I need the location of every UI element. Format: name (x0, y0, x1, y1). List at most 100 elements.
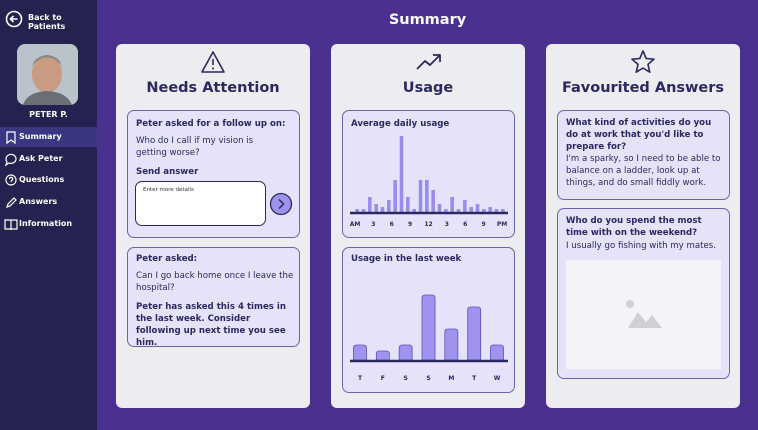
back-link[interactable]: Back to Patients (28, 13, 66, 31)
patient-photo (17, 44, 78, 105)
usage-bar (456, 209, 461, 212)
usage-bar (437, 204, 442, 212)
card-title: Needs Attention (146, 80, 280, 96)
x-tick-label: 9 (482, 221, 486, 228)
card-title: Usage (402, 80, 454, 96)
nav-item[interactable]: Answers (19, 197, 58, 207)
usage-bar (380, 207, 385, 212)
patient-name: PETER P. (29, 110, 68, 119)
send-button[interactable] (269, 192, 293, 216)
usage-bar (353, 344, 367, 361)
sidebar: Back to Patients PETER P. Summary Ask Pet… (0, 0, 97, 430)
answer-input[interactable]: Enter more details (135, 181, 266, 226)
usage-bar (444, 328, 459, 361)
send-label: Send answer (136, 167, 199, 177)
box-heading: Usage in the last week (351, 254, 462, 264)
x-tick-label: 3 (371, 221, 375, 228)
question: Can I go back home once I leave the hosp… (136, 271, 294, 293)
x-tick-label: S (404, 375, 408, 382)
x-tick-label: 3 (445, 221, 449, 228)
x-tick-label: M (448, 375, 454, 382)
icon-shape (6, 131, 16, 145)
usage-bar (387, 200, 391, 212)
usage-bar (361, 209, 366, 212)
x-tick-label: S (426, 375, 430, 382)
x-tick-label: 9 (408, 221, 412, 228)
nav-icon (4, 219, 18, 230)
warning-icon (201, 51, 225, 73)
nav-item[interactable]: Information (19, 218, 73, 228)
x-tick-label: T (358, 375, 363, 382)
box-heading: Peter asked for a follow up on: (136, 119, 286, 129)
usage-bar (494, 209, 499, 212)
usage-bar (467, 306, 482, 361)
repeat-question-box: Peter asked: Can I go back home once I l… (127, 247, 300, 348)
x-tick-label: 6 (463, 221, 467, 228)
usage-bar (425, 180, 429, 212)
star-icon (631, 50, 655, 73)
favourite-answer: I'm a sparky, so I need to be able to ba… (566, 154, 721, 188)
x-tick-label: T (472, 375, 477, 382)
usage-bar (482, 209, 486, 212)
usage-card: Usage Average daily usage AM 3 6 9 12 3 6 9 PM U… (331, 44, 525, 408)
usage-bar (450, 197, 454, 212)
card-title: Favourited Answers (561, 80, 725, 96)
usage-bar (375, 350, 390, 361)
favourite-box: Who do you spend the most time with on t… (557, 208, 730, 379)
nav-icon (5, 174, 17, 186)
usage-bar (418, 180, 423, 212)
usage-bar (469, 207, 473, 212)
nav-icon (6, 131, 16, 145)
usage-bar (374, 204, 378, 212)
usage-bar (406, 197, 410, 212)
page-title: Summary (388, 12, 467, 28)
daily-chart: AM 3 6 9 12 3 6 9 PM (350, 136, 508, 228)
favourite-question: Who do you spend the most time with on t… (566, 216, 702, 238)
image-placeholder (566, 260, 721, 369)
usage-bar (501, 209, 505, 212)
input-placeholder: Enter more details (143, 187, 194, 193)
nav-item[interactable]: Summary (0, 127, 97, 147)
needs-attention-card: Needs Attention Peter asked for a follow… (116, 44, 310, 408)
note: Peter has asked this 4 times in the last… (136, 302, 286, 348)
usage-bar (431, 190, 435, 212)
x-tick-label: 6 (390, 221, 394, 228)
box-heading: Average daily usage (351, 119, 450, 129)
nav-item[interactable]: Questions (19, 175, 65, 185)
nav-item[interactable]: Ask Peter (19, 153, 63, 163)
icon-shape (4, 219, 18, 230)
usage-bar (490, 344, 504, 361)
nav-icon (4, 153, 17, 167)
x-tick-label: PM (497, 221, 507, 228)
usage-bar (368, 197, 372, 212)
favourite-box: What kind of activities do you do at wor… (557, 110, 730, 200)
x-tick-label: 12 (424, 221, 432, 228)
back-icon[interactable] (5, 10, 23, 28)
usage-bar (444, 209, 448, 212)
usage-bar (393, 180, 397, 212)
follow-up-box: Peter asked for a follow up on: Who do I… (127, 110, 300, 238)
favourites-card: Favourited Answers What kind of activiti… (546, 44, 740, 408)
question: Who do I call if my vision is getting wo… (136, 136, 254, 158)
usage-bar (475, 204, 480, 212)
favourite-question: What kind of activities do you do at wor… (566, 118, 712, 152)
usage-bar (463, 200, 467, 212)
weekly-usage-box: Usage in the last week T F S S M T W (342, 247, 515, 393)
daily-usage-box: Average daily usage AM 3 6 9 12 3 6 9 PM (342, 110, 515, 238)
trend-icon (416, 54, 441, 70)
x-tick-label: AM (350, 221, 361, 228)
usage-bar (399, 136, 404, 212)
usage-bar (398, 344, 413, 361)
nav-icon (6, 197, 17, 209)
icon-shape (6, 197, 17, 209)
usage-bar (412, 209, 416, 212)
box-heading: Peter asked: (136, 254, 198, 264)
icon-shape (5, 174, 17, 186)
usage-bar (488, 207, 492, 212)
x-tick-label: W (494, 375, 501, 382)
icon-shape (4, 153, 17, 167)
favourite-answer: I usually go fishing with my mates. (566, 241, 716, 251)
x-tick-label: F (381, 375, 385, 382)
